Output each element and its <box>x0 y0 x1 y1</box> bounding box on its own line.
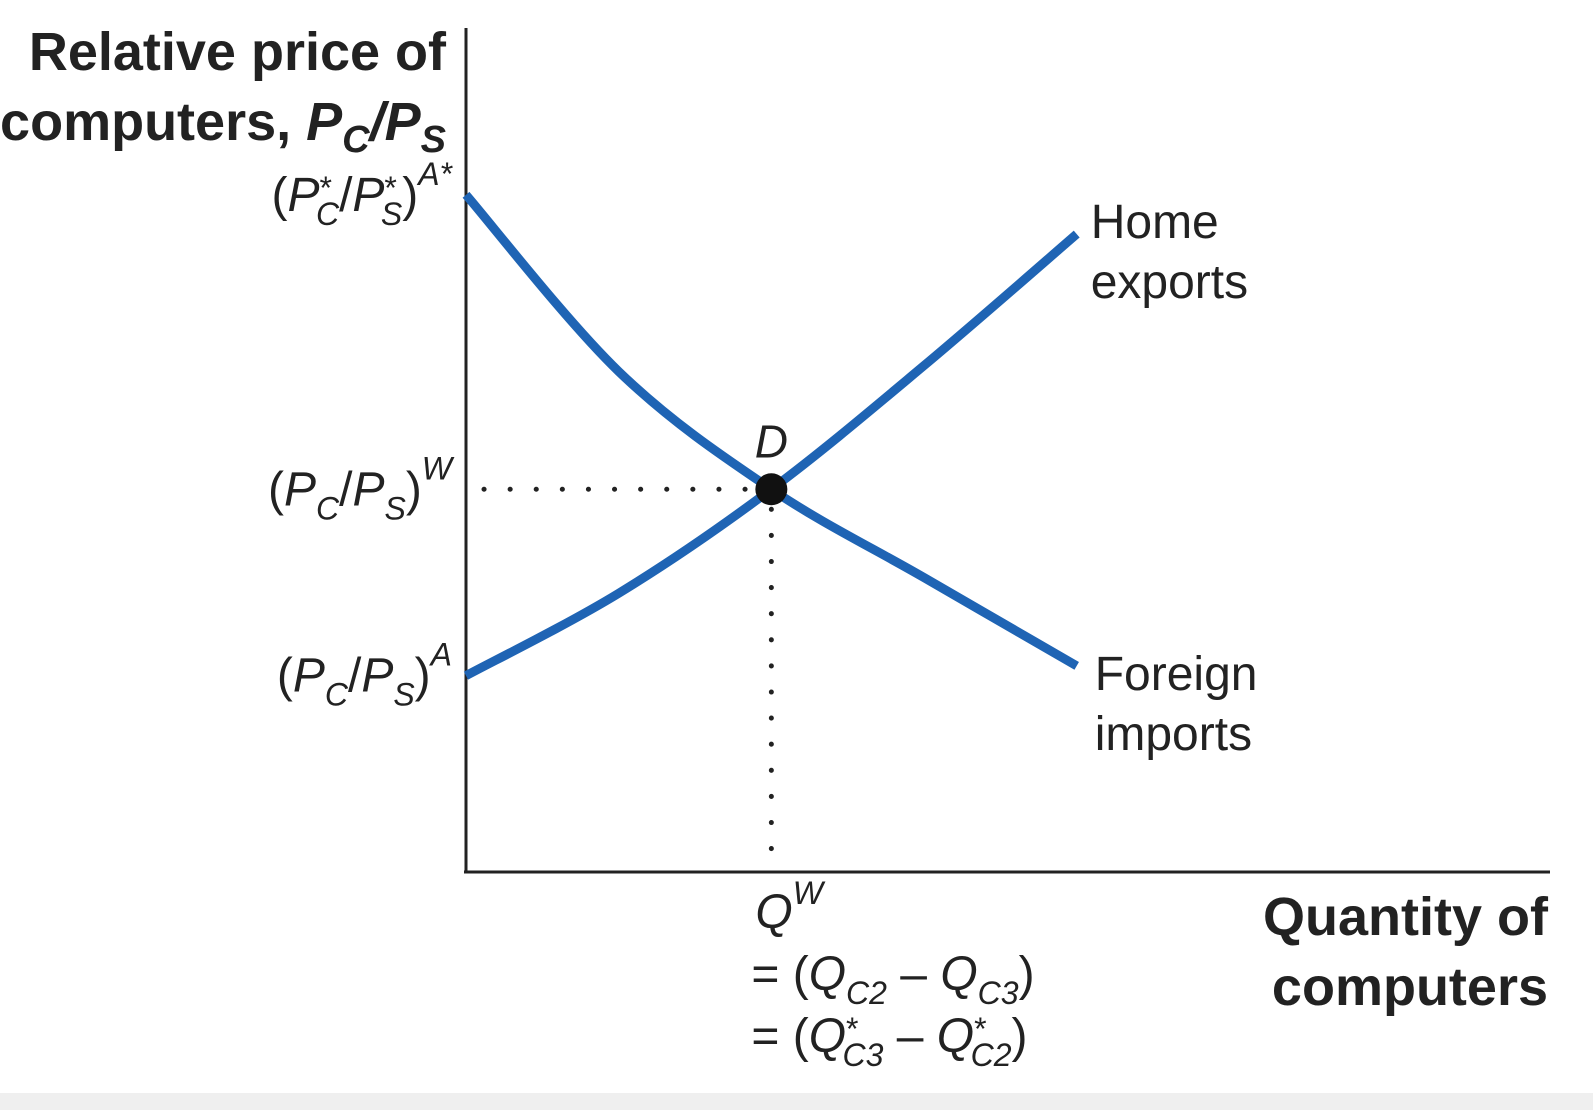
y-axis-title-line2: computers, PC/PS <box>0 92 446 161</box>
y-axis-title-line1: Relative price of <box>29 22 447 82</box>
y-tick-label-autarky-home: (PC/PS)A <box>277 637 452 713</box>
x-axis-title-line1: Quantity of <box>1263 887 1549 947</box>
home-exports-label-line2: exports <box>1091 256 1248 309</box>
x-axis-title-line2: computers <box>1272 957 1548 1017</box>
y-tick-label-autarky-foreign: (P* C/P* S)A* <box>272 156 454 232</box>
x-tick-equation-foreign: = (Q* C3 – Q* C2) <box>751 1010 1027 1073</box>
bottom-strip <box>0 1093 1593 1110</box>
home-exports-label-line1: Home <box>1091 196 1219 249</box>
y-tick-label-world-price: (PC/PS)W <box>268 450 455 526</box>
equilibrium-point <box>755 473 788 506</box>
equilibrium-label: D <box>755 415 788 467</box>
x-tick-label-world-quantity: QW <box>755 875 825 939</box>
foreign-imports-label-line1: Foreign <box>1095 648 1258 701</box>
foreign-imports-label-line2: imports <box>1095 708 1252 761</box>
x-tick-equation-home: = (QC2 – QC3) <box>751 948 1034 1011</box>
